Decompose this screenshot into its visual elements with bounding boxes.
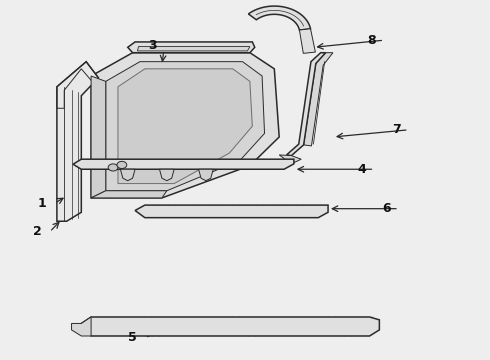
Polygon shape: [73, 159, 294, 169]
Polygon shape: [81, 317, 379, 336]
Polygon shape: [57, 62, 98, 221]
Polygon shape: [118, 69, 252, 184]
Polygon shape: [198, 169, 213, 181]
Polygon shape: [248, 6, 311, 30]
Text: 4: 4: [358, 163, 367, 176]
Polygon shape: [91, 76, 106, 198]
Text: 3: 3: [148, 39, 156, 52]
Text: 8: 8: [368, 33, 376, 47]
Text: 7: 7: [392, 123, 401, 136]
Circle shape: [108, 164, 118, 171]
Polygon shape: [91, 191, 167, 198]
Polygon shape: [72, 317, 91, 336]
Text: 2: 2: [33, 225, 42, 238]
Polygon shape: [128, 42, 255, 53]
Polygon shape: [287, 53, 326, 156]
Polygon shape: [91, 53, 279, 198]
Polygon shape: [279, 155, 301, 164]
Polygon shape: [135, 205, 328, 218]
Polygon shape: [159, 169, 174, 181]
Text: 6: 6: [382, 202, 391, 215]
Text: 5: 5: [128, 331, 137, 344]
Text: 1: 1: [38, 197, 47, 210]
Polygon shape: [304, 53, 333, 146]
Polygon shape: [299, 29, 316, 53]
Polygon shape: [106, 62, 265, 191]
Circle shape: [117, 161, 127, 168]
Polygon shape: [138, 46, 250, 51]
Polygon shape: [121, 169, 135, 181]
